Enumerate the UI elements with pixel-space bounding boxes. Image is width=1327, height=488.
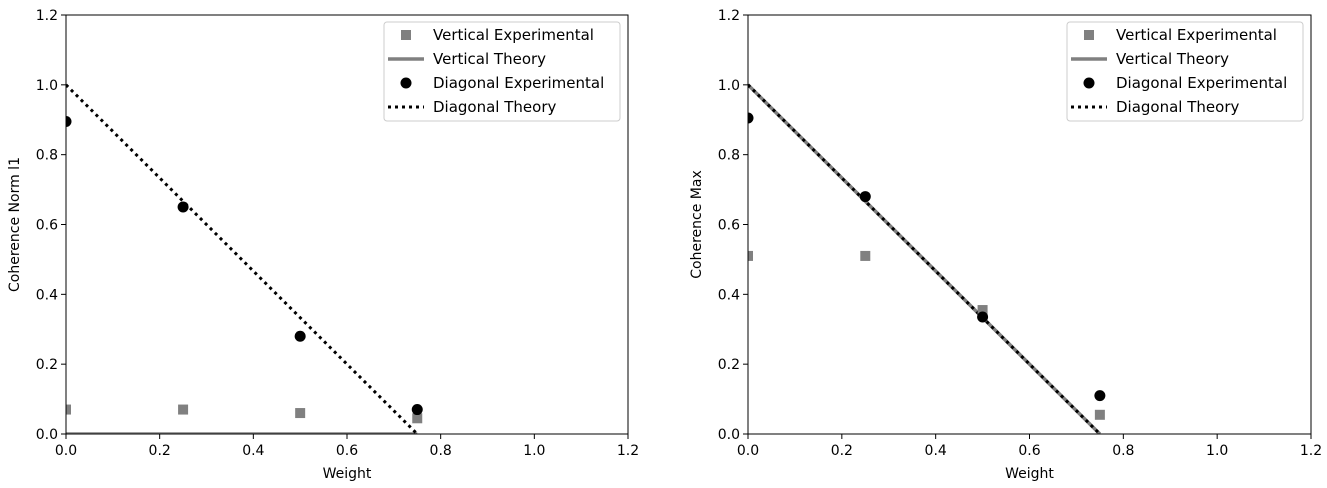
right-vertical-exp-point bbox=[1094, 409, 1105, 420]
right-diagonal-theory-line bbox=[748, 83, 1101, 434]
left-diagonal-exp-point bbox=[66, 115, 72, 127]
right-series-3 bbox=[748, 83, 1101, 434]
right-vertical-exp-point bbox=[748, 250, 753, 261]
left-y-tick-label: 0.2 bbox=[36, 357, 58, 373]
left-x-tick-label: 1.0 bbox=[523, 443, 545, 459]
right-y-axis-label: Coherence Max bbox=[689, 170, 705, 278]
left-legend-label: Vertical Experimental bbox=[433, 26, 594, 44]
right-diagonal-exp-point bbox=[748, 112, 754, 124]
left-diagonal-exp-point bbox=[411, 404, 423, 416]
right-legend-square-icon bbox=[1084, 30, 1094, 40]
left-series-3 bbox=[66, 83, 419, 434]
right-x-axis-label: Weight bbox=[1005, 466, 1054, 482]
right-diagonal-exp-point bbox=[859, 191, 871, 203]
right-x-tick-label: 0.4 bbox=[925, 443, 947, 459]
left-x-tick-label: 0.8 bbox=[430, 443, 452, 459]
right-x-tick-label: 0.2 bbox=[831, 443, 853, 459]
right-legend-label: Vertical Experimental bbox=[1116, 26, 1277, 44]
left-y-tick-label: 1.0 bbox=[36, 78, 58, 94]
right-y-tick-label: 0.0 bbox=[718, 427, 740, 443]
left-legend-square-icon bbox=[401, 30, 411, 40]
left-legend-label: Diagonal Experimental bbox=[433, 74, 604, 92]
left-legend: Vertical Experimental Vertical Theory Diag… bbox=[383, 21, 621, 122]
right-y-tick-label: 0.2 bbox=[718, 357, 740, 373]
left-markers-2 bbox=[66, 115, 423, 416]
left-diagonal-theory-line bbox=[66, 83, 419, 434]
left-y-axis-label: Coherence Norm l1 bbox=[7, 157, 23, 292]
left-diagonal-exp-point bbox=[177, 201, 189, 213]
left-legend-circle-icon bbox=[400, 77, 412, 89]
right-x-tick-label: 0.6 bbox=[1018, 443, 1040, 459]
right-y-tick-label: 0.4 bbox=[718, 287, 740, 303]
left-vertical-exp-point bbox=[66, 404, 71, 415]
right-x-tick-label: 0.0 bbox=[737, 443, 759, 459]
right-vertical-exp-point bbox=[977, 305, 988, 316]
right-legend-circle-icon bbox=[1083, 77, 1095, 89]
right-x-tick-label: 0.8 bbox=[1112, 443, 1134, 459]
right-legend-label: Diagonal Experimental bbox=[1116, 74, 1287, 92]
left-x-tick-label: 0.0 bbox=[55, 443, 77, 459]
right-legend-label: Vertical Theory bbox=[1116, 50, 1229, 68]
left-y-tick-label: 1.2 bbox=[36, 8, 58, 24]
left-vertical-exp-point bbox=[295, 408, 306, 419]
left-vertical-exp-point bbox=[412, 413, 423, 424]
left-diagonal-exp-point bbox=[294, 330, 306, 342]
right-y-tick-label: 0.8 bbox=[718, 148, 740, 164]
right-chart: 0.0 0.2 0.4 0.6 0.8 1.0 1.2 0.0 0.2 0.4 0.6 0.8 1.0 1… bbox=[689, 8, 1322, 482]
right-markers-0 bbox=[748, 250, 1105, 420]
right-x-tick-label: 1.2 bbox=[1300, 443, 1322, 459]
left-y-tick-label: 0.8 bbox=[36, 148, 58, 164]
right-markers-2 bbox=[748, 112, 1106, 402]
left-y-tick-label: 0.0 bbox=[36, 427, 58, 443]
left-x-tick-label: 1.2 bbox=[617, 443, 639, 459]
right-legend-box bbox=[1066, 21, 1304, 122]
right-diagonal-exp-point bbox=[1094, 390, 1106, 402]
right-y-tick-label: 1.2 bbox=[718, 8, 740, 24]
right-y-tick-label: 1.0 bbox=[718, 78, 740, 94]
right-vertical-exp-point bbox=[860, 250, 871, 261]
left-chart: 0.0 0.2 0.4 0.6 0.8 1.0 1.2 0.0 0.2 0.4 0.6 0.8 1.0 1… bbox=[7, 8, 639, 482]
left-legend-label: Vertical Theory bbox=[433, 50, 546, 68]
left-x-tick-label: 0.4 bbox=[242, 443, 264, 459]
left-x-tick-label: 0.2 bbox=[149, 443, 171, 459]
right-legend: Vertical Experimental Vertical Theory Diag… bbox=[1066, 21, 1304, 122]
left-vertical-exp-point bbox=[178, 404, 189, 415]
left-y-tick-label: 0.6 bbox=[36, 218, 58, 234]
left-markers-0 bbox=[66, 404, 423, 424]
left-x-axis-label: Weight bbox=[323, 466, 372, 482]
left-x-tick-label: 0.6 bbox=[336, 443, 358, 459]
right-y-tick-label: 0.6 bbox=[718, 218, 740, 234]
left-legend-box bbox=[383, 21, 621, 122]
right-x-tick-label: 1.0 bbox=[1206, 443, 1228, 459]
right-legend-label: Diagonal Theory bbox=[1116, 98, 1239, 116]
right-diagonal-exp-point bbox=[977, 311, 989, 323]
left-legend-label: Diagonal Theory bbox=[433, 98, 556, 116]
left-y-tick-label: 0.4 bbox=[36, 287, 58, 303]
